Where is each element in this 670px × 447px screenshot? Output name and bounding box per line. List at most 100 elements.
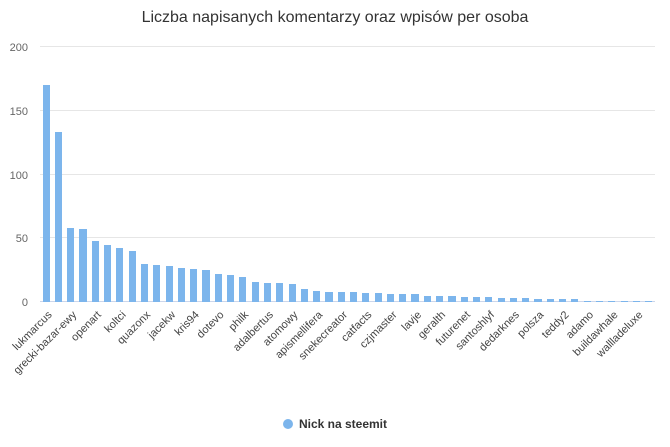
bar-adamo[interactable] [583, 300, 591, 302]
bar[interactable] [448, 295, 456, 302]
legend-item[interactable]: Nick na steemit [0, 417, 670, 431]
bar-santoshlyf[interactable] [485, 296, 493, 302]
bar-slot [261, 47, 273, 302]
bar-slot [544, 47, 556, 302]
bar[interactable] [571, 299, 579, 302]
bar-dotevo[interactable] [214, 273, 222, 302]
bar[interactable] [202, 270, 210, 302]
bar[interactable] [153, 265, 161, 302]
bar-atomowy[interactable] [288, 284, 296, 302]
bar-slot [409, 47, 421, 302]
bar-koltci[interactable] [116, 248, 124, 302]
bar-slot [384, 47, 396, 302]
bar-slot [114, 47, 126, 302]
y-tick-label: 0 [21, 297, 28, 309]
bar-slot [151, 47, 163, 302]
bar[interactable] [472, 296, 481, 302]
bar-slot [470, 47, 482, 302]
bar-slot [434, 47, 446, 302]
bar-lukmarcus[interactable] [42, 85, 50, 302]
bar-slot [397, 47, 409, 302]
bar-grecki-bazar-ewy[interactable] [67, 228, 75, 302]
bar-quazonx[interactable] [140, 263, 149, 302]
bar-snekecreator[interactable] [337, 291, 345, 302]
bar[interactable] [79, 229, 87, 302]
bar-slot [569, 47, 581, 302]
bar[interactable] [374, 293, 382, 302]
bar-slot [200, 47, 212, 302]
bar-teddy2[interactable] [559, 299, 567, 302]
x-axis-labels: lukmarcus grecki-bazar-ewy openart koltci qu… [11, 303, 655, 403]
bar-dedarknes[interactable] [509, 298, 517, 302]
legend-marker-icon [282, 419, 293, 429]
bar-openart[interactable] [91, 240, 99, 302]
bar[interactable] [128, 251, 136, 302]
bar-slot [581, 47, 593, 302]
bar-slot [556, 47, 568, 302]
bar[interactable] [645, 300, 653, 302]
bar-slot [101, 47, 113, 302]
bar-catfacts[interactable] [362, 293, 370, 302]
bar-slot [212, 47, 224, 302]
bar-futurenet[interactable] [460, 296, 468, 302]
bar-slot [618, 47, 630, 302]
bar-adalbertus[interactable] [263, 282, 272, 302]
bar[interactable] [399, 294, 407, 302]
bar-slot [52, 47, 64, 302]
bar-slot [65, 47, 77, 302]
bar-slot [593, 47, 605, 302]
bar-slot [458, 47, 470, 302]
bar-wallladeluxe[interactable] [632, 300, 640, 302]
y-axis-labels: 0 50 100 150 200 [0, 42, 34, 309]
bar-slot [89, 47, 101, 302]
bar-slot [643, 47, 655, 302]
bar[interactable] [177, 267, 185, 302]
bar-slot [372, 47, 384, 302]
bar-slot [532, 47, 544, 302]
bar[interactable] [522, 298, 530, 302]
bar-apismellifera[interactable] [313, 290, 321, 302]
bar-slot [421, 47, 433, 302]
bar-slot [138, 47, 150, 302]
y-tick-label: 100 [9, 169, 28, 182]
bar-slot [520, 47, 532, 302]
bar[interactable] [276, 282, 284, 302]
gridline [40, 301, 655, 302]
bar[interactable] [595, 300, 604, 302]
bar-czjmaster[interactable] [386, 294, 395, 302]
bar[interactable] [497, 298, 505, 302]
bar-slot [507, 47, 519, 302]
bar-kris94[interactable] [190, 268, 198, 302]
bar[interactable] [227, 275, 235, 302]
bar-polsza[interactable] [534, 299, 542, 302]
bar-slot [77, 47, 89, 302]
bar-jacekw[interactable] [165, 266, 173, 302]
bar[interactable] [325, 291, 333, 302]
y-tick-label: 50 [15, 233, 28, 246]
y-tick-label: 200 [9, 42, 28, 54]
bar-buildawhale[interactable] [608, 300, 616, 302]
bar[interactable] [620, 300, 628, 302]
gridline [40, 173, 655, 175]
bar[interactable] [251, 281, 259, 302]
bar[interactable] [104, 244, 112, 302]
bar[interactable] [423, 295, 431, 302]
bar-slot [606, 47, 618, 302]
bar-slot [630, 47, 642, 302]
bar-slot [483, 47, 495, 302]
bar-slot [175, 47, 187, 302]
bar-philk[interactable] [239, 276, 247, 302]
bar-slot [224, 47, 236, 302]
bar[interactable] [300, 289, 308, 302]
bar[interactable] [546, 299, 554, 302]
bar-slot [40, 47, 52, 302]
bar-lavje[interactable] [411, 294, 419, 302]
bar-slot [495, 47, 507, 302]
bar-slot [446, 47, 458, 302]
bar[interactable] [54, 132, 62, 302]
bar-slot [323, 47, 335, 302]
bar-geralth[interactable] [436, 295, 444, 302]
bar-slot [126, 47, 138, 302]
bar[interactable] [350, 291, 358, 302]
